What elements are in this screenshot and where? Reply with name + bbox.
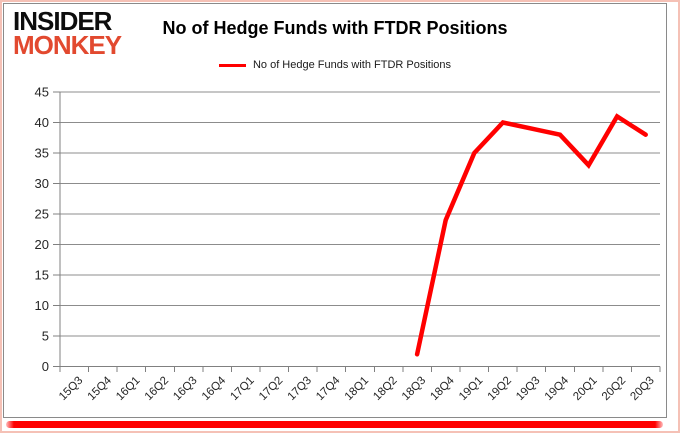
logo-text-monkey: MONKEY <box>13 30 122 61</box>
chart-frame: INSIDER MONKEY No of Hedge Funds with FT… <box>3 3 667 418</box>
legend-line-swatch <box>218 63 246 67</box>
logo-text-insider: INSIDER <box>13 6 112 36</box>
legend-label: No of Hedge Funds with FTDR Positions <box>252 59 452 71</box>
chart-legend: No of Hedge Funds with FTDR Positions <box>4 57 666 73</box>
chart-title: No of Hedge Funds with FTDR Positions <box>162 18 508 38</box>
insider-monkey-logo: INSIDER MONKEY <box>13 6 122 61</box>
bottom-red-accent-bar <box>6 421 663 428</box>
